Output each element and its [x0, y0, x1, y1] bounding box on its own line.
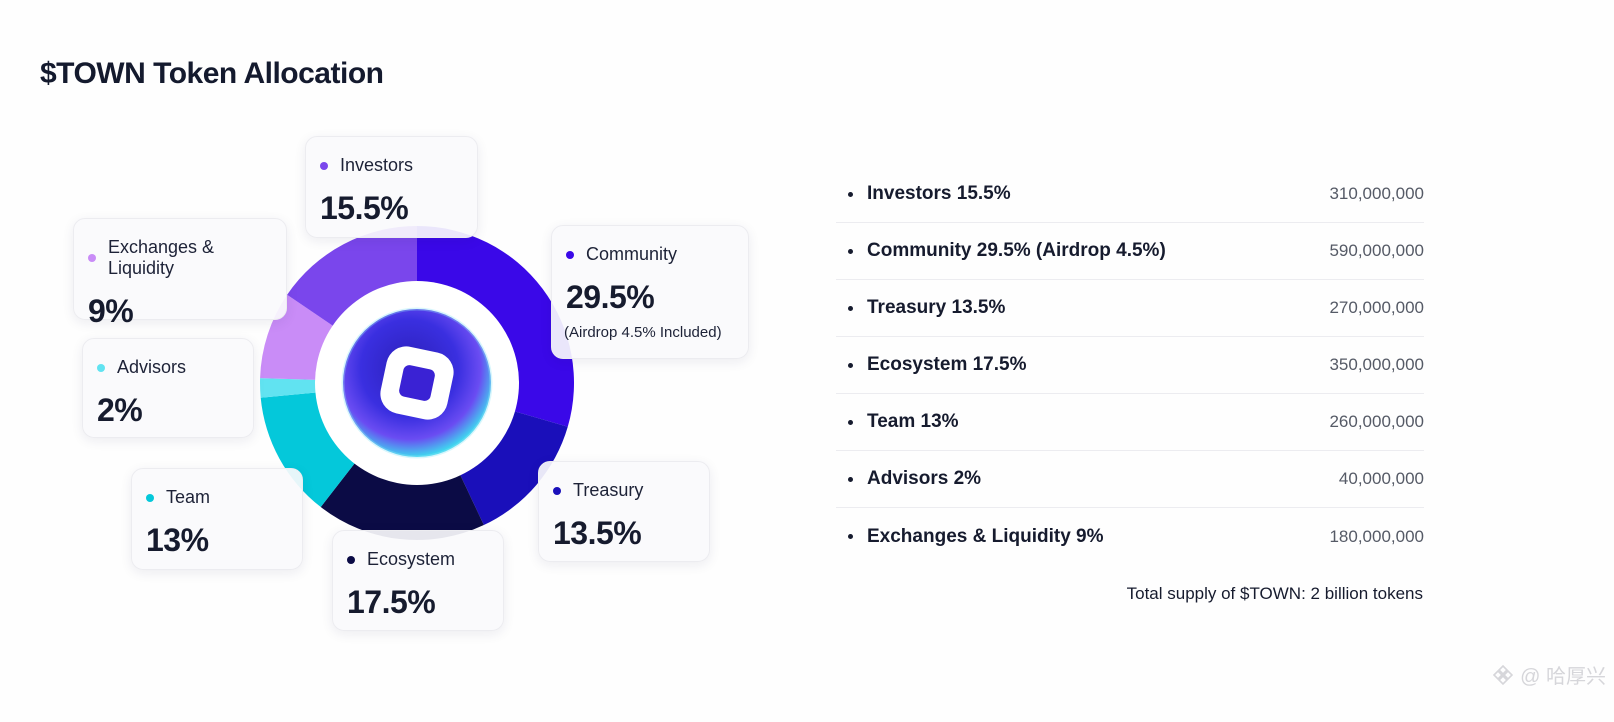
- team-dot-icon: [146, 493, 154, 502]
- bullet-icon: [848, 305, 853, 311]
- row-label: Treasury 13.5%: [867, 297, 1006, 318]
- table-row: Treasury 13.5% 270,000,000: [836, 280, 1424, 337]
- bullet-icon: [848, 248, 853, 254]
- row-amount: 40,000,000: [1338, 469, 1424, 488]
- community-dot-icon: [566, 250, 574, 259]
- slice-advisors: [260, 378, 318, 398]
- row-amount: 270,000,000: [1329, 298, 1424, 317]
- row-label: Investors 15.5%: [867, 183, 1011, 204]
- row-label: Community 29.5% (Airdrop 4.5%): [867, 240, 1166, 261]
- row-amount: 350,000,000: [1329, 355, 1424, 374]
- card-ecosystem: Ecosystem 17.5%: [332, 530, 504, 631]
- ecosystem-dot-icon: [347, 555, 355, 564]
- watermark-text: @ 哈厚兴: [1520, 666, 1606, 688]
- watermark: @ 哈厚兴: [1492, 660, 1606, 689]
- card-exchanges: Exchanges & Liquidity 9%: [73, 218, 287, 329]
- card-percent: 29.5%: [566, 279, 655, 315]
- card-label: Exchanges & Liquidity: [108, 237, 215, 278]
- card-investors: Investors 15.5%: [305, 136, 478, 238]
- bullet-icon: [848, 419, 853, 425]
- card-percent: 17.5%: [347, 584, 436, 620]
- treasury-dot-icon: [553, 486, 561, 495]
- row-amount: 310,000,000: [1329, 184, 1424, 203]
- table-row: Exchanges & Liquidity 9% 180,000,000: [836, 508, 1424, 565]
- card-label: Advisors: [117, 357, 187, 377]
- slice-community: [417, 226, 574, 427]
- table-row: Investors 15.5% 310,000,000: [836, 166, 1424, 223]
- town-logo-icon: [341, 307, 493, 459]
- table-row: Community 29.5% (Airdrop 4.5%) 590,000,00…: [836, 223, 1424, 280]
- advisors-dot-icon: [97, 363, 105, 372]
- row-amount: 590,000,000: [1329, 241, 1424, 260]
- table-row: Ecosystem 17.5% 350,000,000: [836, 337, 1424, 394]
- row-label: Advisors 2%: [867, 468, 982, 489]
- row-amount: 260,000,000: [1329, 412, 1424, 431]
- table-row: Team 13% 260,000,000: [836, 394, 1424, 451]
- slice-investors: [287, 226, 417, 327]
- slice-treasury: [459, 410, 568, 526]
- card-percent: 9%: [88, 293, 134, 329]
- card-label: Ecosystem: [367, 549, 456, 569]
- row-label: Ecosystem 17.5%: [867, 354, 1027, 375]
- card-percent: 15.5%: [320, 190, 409, 226]
- row-label: Exchanges & Liquidity 9%: [867, 525, 1104, 547]
- row-label: Team 13%: [867, 411, 959, 432]
- card-percent: 2%: [97, 392, 143, 428]
- card-treasury: Treasury 13.5%: [538, 461, 710, 562]
- table-row: Advisors 2% 40,000,000: [836, 451, 1424, 508]
- total-supply-text: Total supply of $TOWN: 2 billion tokens: [1126, 584, 1423, 603]
- binance-logo-icon: [1493, 664, 1514, 685]
- bullet-icon: [848, 534, 853, 539]
- allocation-table: Investors 15.5% 310,000,000 Community 29.…: [836, 166, 1424, 565]
- row-amount: 180,000,000: [1329, 526, 1424, 546]
- card-community: Community 29.5% (Airdrop 4.5% Included): [551, 225, 749, 359]
- card-note: (Airdrop 4.5% Included): [564, 324, 722, 341]
- card-label: Community: [586, 244, 678, 264]
- card-label: Treasury: [573, 480, 644, 500]
- slice-team: [260, 392, 356, 508]
- investors-dot-icon: [320, 161, 328, 170]
- card-percent: 13%: [146, 522, 209, 558]
- card-percent: 13.5%: [553, 515, 642, 551]
- card-advisors: Advisors 2%: [82, 338, 254, 438]
- card-team: Team 13%: [131, 468, 303, 570]
- allocation-donut-chart: [260, 226, 574, 540]
- card-label: Team: [166, 487, 211, 507]
- bullet-icon: [848, 191, 853, 197]
- card-label: Investors: [340, 155, 414, 175]
- exchanges-dot-icon: [88, 254, 96, 262]
- page-title: $TOWN Token Allocation: [40, 57, 384, 90]
- bullet-icon: [848, 362, 853, 368]
- bullet-icon: [848, 476, 853, 482]
